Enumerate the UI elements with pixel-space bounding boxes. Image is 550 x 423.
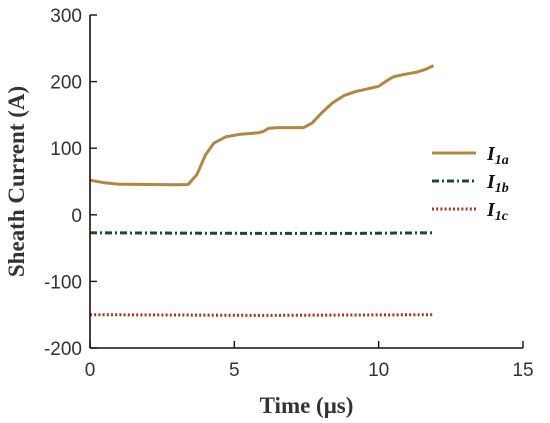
y-tick-label: 0 xyxy=(71,206,82,227)
y-tick-label: -200 xyxy=(44,339,82,360)
legend-label-I1a: I1a xyxy=(486,143,509,168)
legend-label-I1b: I1b xyxy=(486,171,509,196)
legend: I1a I1b I1c xyxy=(432,143,509,224)
x-axis-ticks: 0 5 10 15 xyxy=(85,341,534,381)
y-tick-label: -100 xyxy=(44,272,82,293)
x-tick-label: 5 xyxy=(229,360,240,381)
y-tick-label: 200 xyxy=(50,73,82,94)
x-tick-label: 15 xyxy=(512,360,533,381)
series-line-I1a xyxy=(89,64,435,187)
x-axis-label: Time (μs) xyxy=(260,393,354,418)
legend-label-I1c: I1c xyxy=(486,199,509,224)
y-tick-label: 300 xyxy=(50,6,82,27)
series-line-I1c xyxy=(89,313,434,317)
y-axis-label: Sheath Current (A) xyxy=(4,86,29,277)
series-line-I1b xyxy=(89,231,434,235)
plot-area xyxy=(89,64,435,317)
x-tick-label: 0 xyxy=(85,360,96,381)
y-tick-label: 100 xyxy=(50,139,82,160)
x-tick-label: 10 xyxy=(368,360,389,381)
y-axis-ticks: -200 -100 0 100 200 300 xyxy=(44,6,97,360)
